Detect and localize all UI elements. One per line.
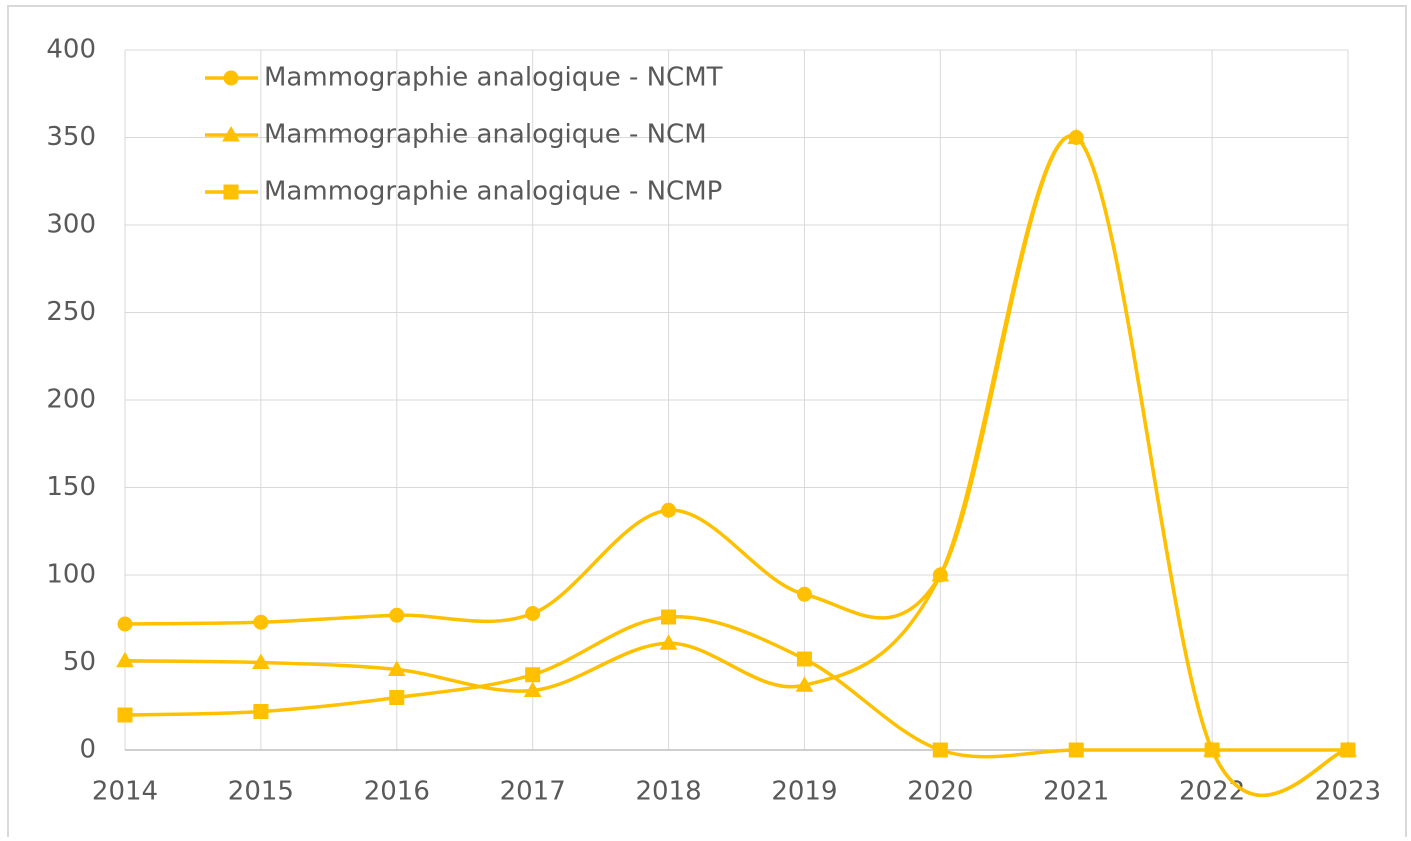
x-tick-label: 2023: [1315, 777, 1381, 807]
data-point: [795, 676, 814, 692]
data-point: [389, 607, 405, 623]
data-point: [525, 606, 541, 621]
legend-label: Mammographie analogique - NCMP: [264, 177, 722, 207]
y-tick-label: 400: [46, 35, 96, 65]
y-tick-label: 50: [63, 647, 96, 677]
legend-label: Mammographie analogique - NCMT: [264, 63, 723, 93]
data-point: [1204, 742, 1220, 758]
y-tick-label: 350: [46, 122, 96, 152]
y-tick-label: 250: [46, 297, 96, 327]
data-point: [932, 742, 948, 758]
x-tick-label: 2022: [1179, 777, 1245, 807]
y-tick-label: 150: [46, 472, 96, 502]
data-point: [525, 667, 541, 683]
x-tick-label: 2017: [500, 777, 566, 807]
data-point: [796, 651, 812, 667]
data-point: [117, 616, 133, 632]
data-point: [661, 502, 677, 518]
y-tick-label: 0: [79, 735, 96, 765]
legend-marker: [222, 125, 240, 142]
y-tick-label: 100: [46, 560, 96, 590]
x-tick-label: 2018: [635, 777, 701, 807]
data-point: [661, 609, 677, 625]
data-point: [252, 653, 270, 669]
data-point: [1068, 742, 1084, 758]
y-tick-label: 200: [46, 385, 96, 415]
data-point: [523, 681, 542, 697]
data-point: [253, 704, 269, 719]
data-point: [1340, 742, 1356, 758]
x-tick-label: 2019: [771, 777, 837, 807]
data-point: [796, 586, 812, 602]
chart-frame: [7, 5, 1407, 841]
series-line: [124, 615, 1348, 759]
x-tick-label: 2016: [364, 777, 430, 807]
data-point: [117, 707, 133, 723]
legend-label: Mammographie analogique - NCM: [264, 120, 707, 150]
data-point: [389, 690, 405, 705]
data-point: [659, 634, 678, 650]
data-point: [387, 660, 406, 676]
x-tick-label: 2015: [228, 777, 294, 807]
x-tick-label: 2020: [907, 777, 973, 807]
data-point: [1067, 128, 1086, 144]
y-tick-label: 300: [46, 210, 96, 240]
data-point: [253, 614, 269, 630]
legend-marker: [223, 184, 239, 200]
data-point: [116, 651, 134, 668]
legend-marker: [223, 70, 239, 86]
x-tick-label: 2021: [1043, 777, 1109, 807]
x-tick-label: 2014: [92, 777, 158, 807]
data-point: [931, 565, 950, 582]
